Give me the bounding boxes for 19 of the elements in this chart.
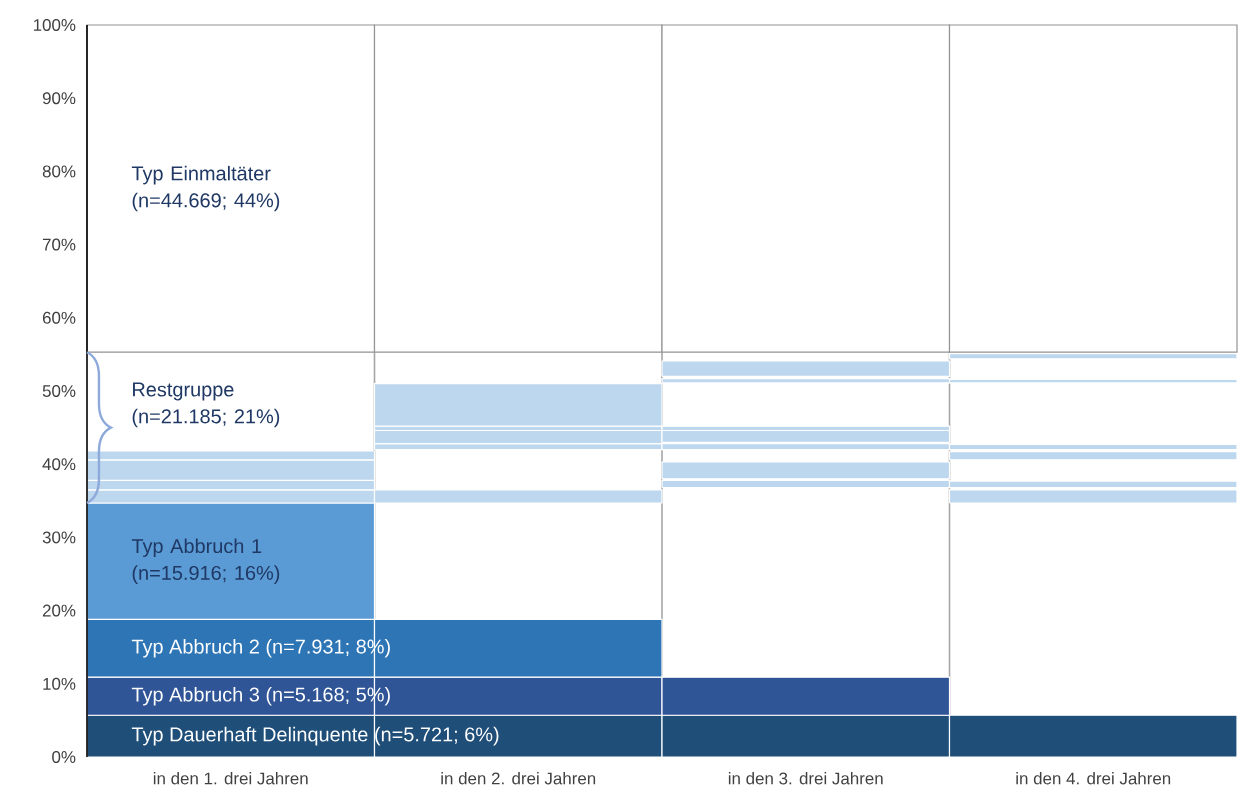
y-tick-label: 90% [42, 92, 76, 105]
series-label: Typ Einmaltäter (n=44.669; 44%) [131, 165, 280, 212]
y-tick-label: 20% [42, 604, 76, 617]
y-tick-label: 40% [42, 458, 76, 471]
y-tick-label: 50% [42, 385, 76, 397]
series-label: Typ Abbruch 1 (n=15.916; 16%) [131, 538, 280, 584]
y-tick-label: 0% [52, 751, 76, 763]
y-tick-label: 30% [42, 531, 76, 544]
annotation: Restgruppe (n=21.185; 21%) [132, 382, 280, 428]
x-tick-label: in den 2. drei Jahren [441, 772, 596, 785]
y-tick-label: 100% [33, 19, 76, 31]
x-tick-label: in den 4. drei Jahren [1016, 772, 1171, 785]
series-label: Typ Dauerhaft Delinquente (n=5.721; 6%) [131, 726, 499, 746]
x-tick-label: in den 3. drei Jahren [728, 772, 883, 785]
y-tick-label: 10% [43, 677, 76, 690]
y-tick-label: 60% [42, 311, 76, 324]
x-tick-label: in den 1. drei Jahren [153, 772, 308, 785]
y-tick-label: 70% [42, 238, 76, 251]
y-tick-label: 80% [42, 165, 76, 178]
